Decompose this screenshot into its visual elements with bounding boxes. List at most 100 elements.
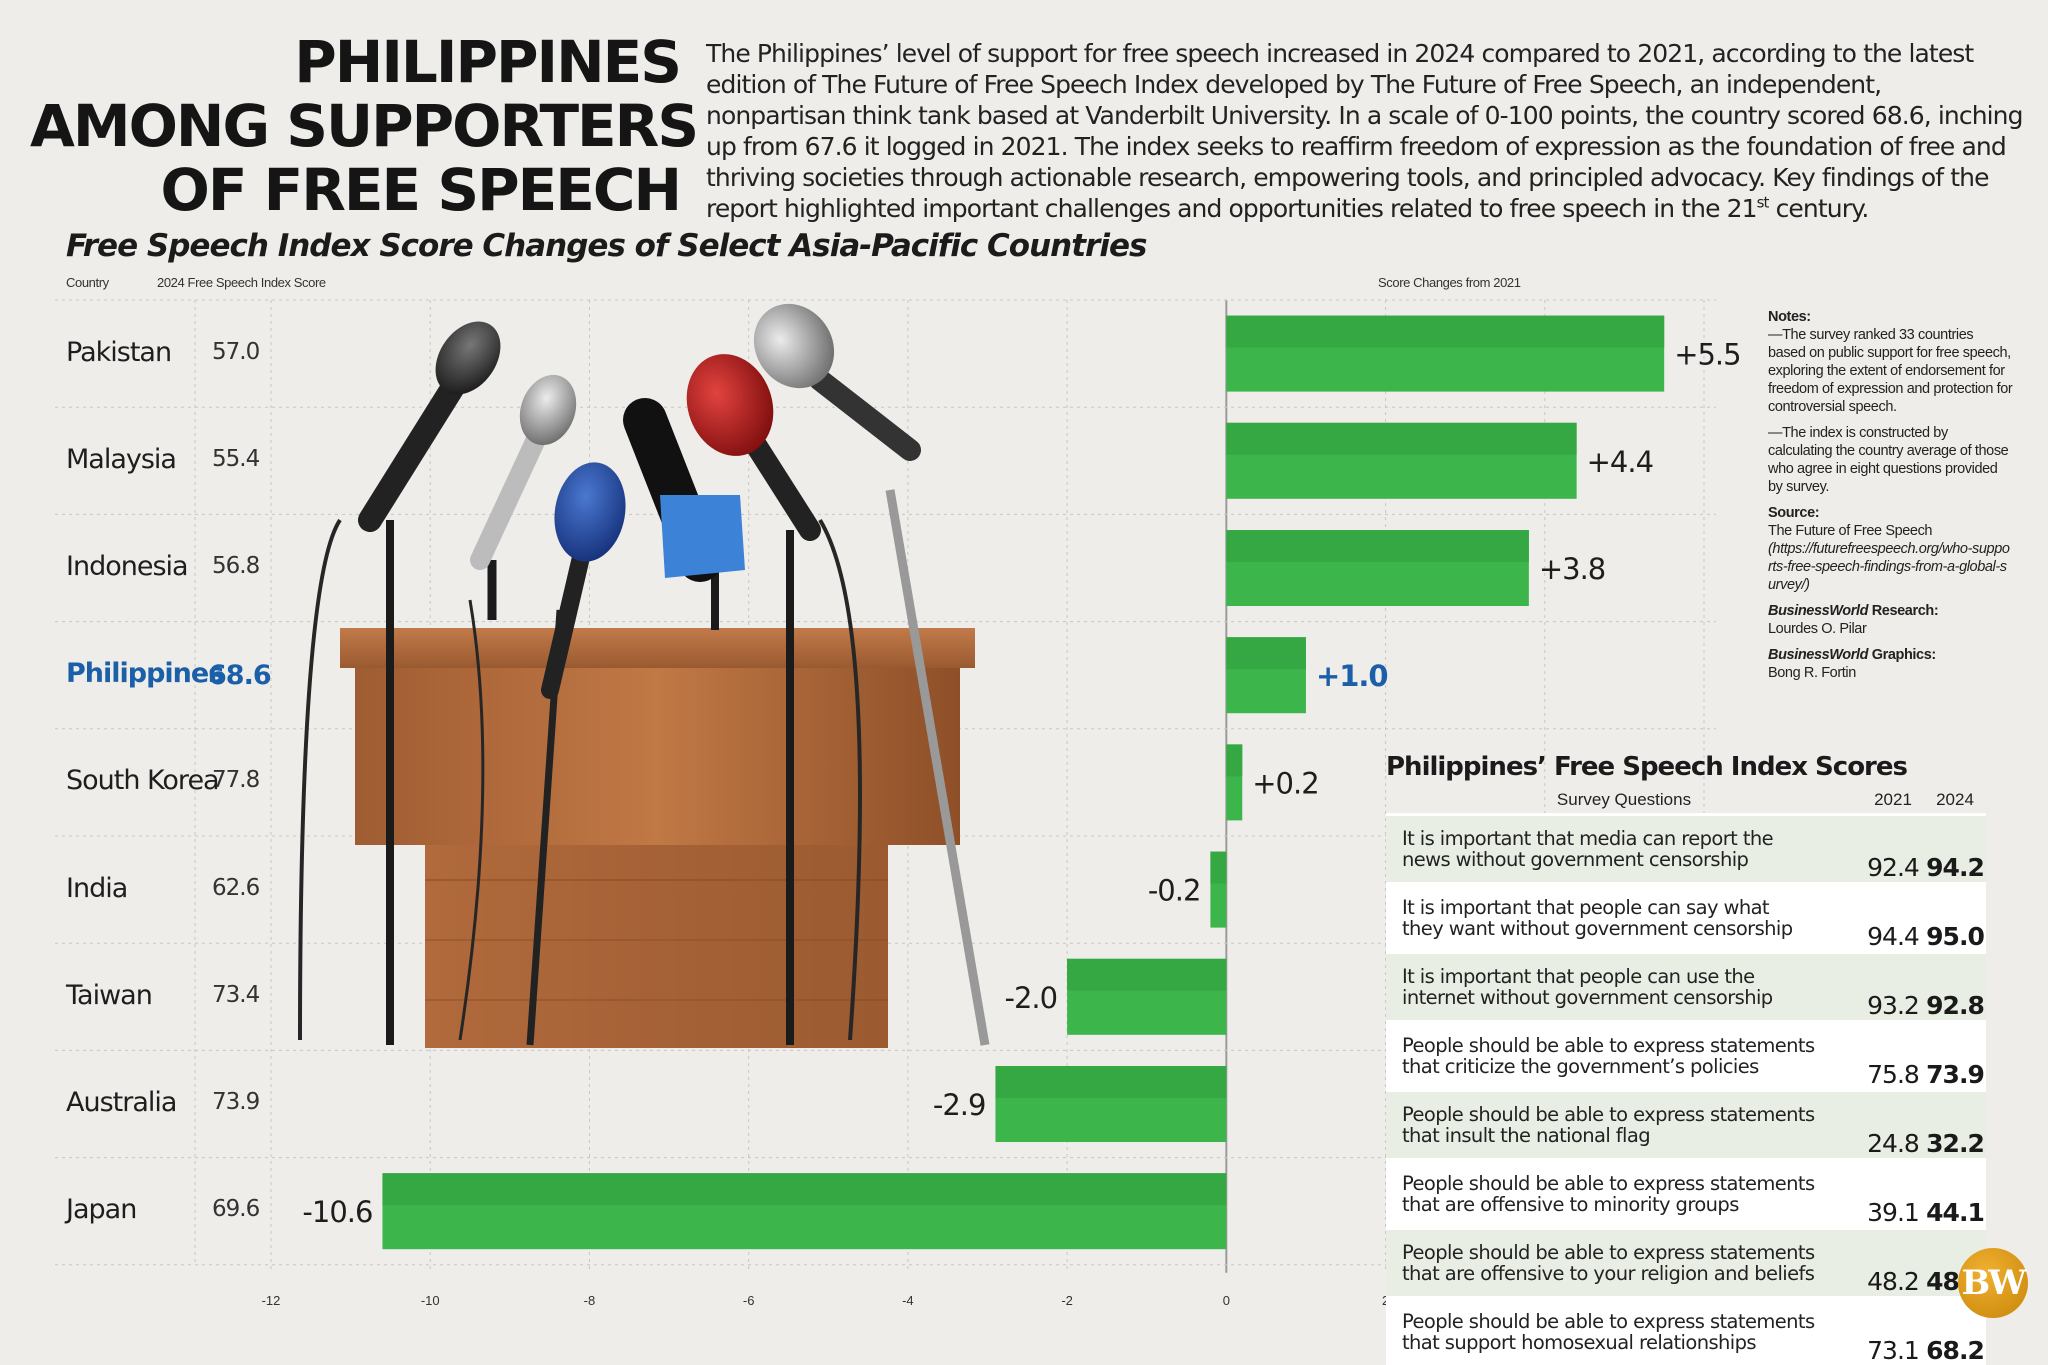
table-row: It is important that media can report th… [1386,815,1986,884]
score-2024-label: 62.6 [212,875,259,901]
table-row: People should be able to express stateme… [1386,1160,1986,1229]
ph-table-title: Philippines’ Free Speech Index Scores [1386,752,1907,782]
tick-label: -12 [262,1293,281,1308]
survey-question: People should be able to express stateme… [1386,1229,1862,1298]
score-2024: 32.2 [1924,1091,1986,1160]
data-label: +5.5 [1674,338,1740,372]
table-body: It is important that media can report th… [1386,815,1986,1365]
survey-question: People should be able to express stateme… [1386,1022,1862,1091]
score-2024-label: 68.6 [208,660,271,691]
tick-label: -4 [902,1293,914,1308]
table-row: It is important that people can say what… [1386,884,1986,953]
bar-shade [1226,637,1306,669]
data-label: -2.9 [933,1088,986,1122]
score-2024: 92.8 [1924,953,1986,1022]
question-line: People should be able to express stateme… [1402,1035,1862,1056]
score-2024-label: 55.4 [212,446,259,472]
question-line: People should be able to express stateme… [1402,1173,1862,1194]
survey-question: It is important that people can say what… [1386,884,1862,953]
question-line: People should be able to express stateme… [1402,1242,1862,1263]
score-2021: 24.8 [1862,1091,1924,1160]
survey-question: People should be able to express stateme… [1386,1091,1862,1160]
tick-label: -8 [584,1293,596,1308]
category-label: Philippines [66,658,223,689]
ph-scores-table: Survey Questions 2021 2024 It is importa… [1386,788,1986,1365]
data-label: -10.6 [302,1195,372,1229]
bar-shade [1067,959,1226,991]
question-line: internet without government censorship [1402,987,1862,1008]
category-label: Australia [66,1087,176,1118]
tick-label: -2 [1061,1293,1073,1308]
podium-front [355,665,960,845]
table-header-row: Survey Questions 2021 2024 [1386,788,1986,815]
research-brand: BusinessWorld [1768,603,1868,619]
question-line: that are offensive to minority groups [1402,1194,1862,1215]
survey-question: People should be able to express stateme… [1386,1298,1862,1365]
graphics-label: Graphics: [1868,647,1936,663]
data-label: +4.4 [1587,445,1653,479]
question-line: It is important that people can use the [1402,966,1862,987]
tick-label: -10 [421,1293,440,1308]
podium-base [425,840,888,1048]
question-line: People should be able to express stateme… [1402,1104,1862,1125]
bar-shade [1226,316,1664,348]
question-line: they want without government censorship [1402,918,1862,939]
question-line: that criticize the government’s policies [1402,1056,1862,1077]
score-2021: 93.2 [1862,953,1924,1022]
bar-shade [1226,423,1576,455]
businessworld-logo: BW [1958,1248,2028,1318]
survey-question: People should be able to express stateme… [1386,1160,1862,1229]
score-2021: 73.1 [1862,1298,1924,1365]
table-row: People should be able to express stateme… [1386,1298,1986,1365]
graphics-brand: BusinessWorld [1768,647,1868,663]
microphone-head [547,457,633,568]
category-label: Indonesia [66,551,188,582]
notes-heading: Notes: [1768,308,2013,326]
microphone-head [510,367,585,453]
data-label: +1.0 [1316,659,1388,693]
bar-shade [382,1173,1226,1205]
score-2024: 44.1 [1924,1160,1986,1229]
header-2021: 2021 [1862,788,1924,815]
score-2024: 94.2 [1924,815,1986,884]
research-name: Lourdes O. Pilar [1768,620,2013,638]
data-label: +3.8 [1539,552,1605,586]
bar-shade [995,1066,1226,1098]
category-label: Malaysia [66,444,176,475]
category-label: India [66,873,127,904]
category-label: Japan [66,1194,136,1225]
notes-panel: Notes: —The survey ranked 33 countries b… [1768,308,2013,682]
table-row: People should be able to express stateme… [1386,1022,1986,1091]
score-2021: 75.8 [1862,1022,1924,1091]
note-item: —The index is constructed by calculating… [1768,424,2013,496]
question-line: that are offensive to your religion and … [1402,1263,1862,1284]
bar-shade [1210,852,1226,884]
score-2021: 48.2 [1862,1229,1924,1298]
survey-question: It is important that media can report th… [1386,815,1862,884]
bar-shade [1226,744,1242,776]
tick-label: 0 [1223,1293,1230,1308]
podium-illustration [300,288,985,1048]
microphone-cube [660,495,745,578]
score-2024: 73.9 [1924,1022,1986,1091]
score-2024: 95.0 [1924,884,1986,953]
score-2021: 94.4 [1862,884,1924,953]
data-label: +0.2 [1252,766,1318,800]
score-2024-label: 56.8 [212,553,259,579]
score-2021: 92.4 [1862,815,1924,884]
data-label: -2.0 [1005,981,1058,1015]
question-line: that insult the national flag [1402,1125,1862,1146]
score-2024-label: 73.9 [212,1089,259,1115]
research-label: Research: [1868,603,1938,619]
category-label: Pakistan [66,337,171,368]
question-line: It is important that people can say what [1402,897,1862,918]
score-2024-label: 77.8 [212,767,259,793]
source-heading: Source: [1768,504,2013,522]
category-label: Taiwan [66,980,152,1011]
source-url: (https://futurefreespeech.org/who-suppor… [1768,540,2013,594]
podium-top [340,628,975,668]
score-2024-label: 73.4 [212,982,259,1008]
score-2024-label: 57.0 [212,339,259,365]
category-label: South Korea [66,765,219,796]
